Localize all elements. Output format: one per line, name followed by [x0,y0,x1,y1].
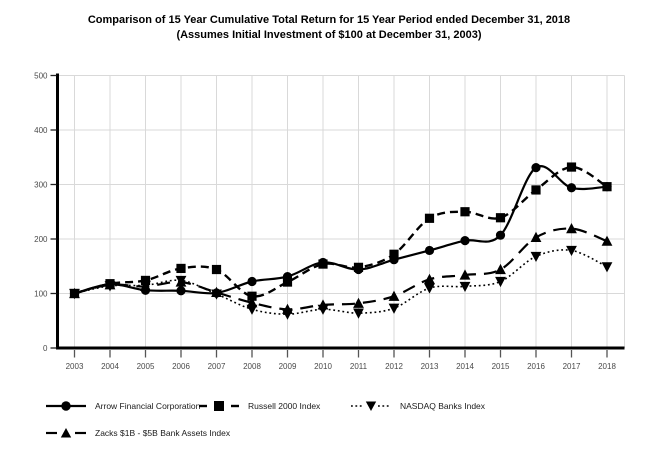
legend-label: Arrow Financial Corporation [95,401,201,411]
x-tick-label: 2005 [137,362,155,371]
x-tick-label: 2009 [279,362,297,371]
series-nasdaq-banks-index [69,245,613,320]
chart-plot-area: 0 100 200 300 400 500 2003 2004 2005 2006 2007 2008… [34,72,625,371]
y-tick-label: 300 [34,181,48,190]
chart-title: Comparison of 15 Year Cumulative Total R… [87,14,571,26]
x-tick-label: 2014 [456,362,474,371]
legend-label: NASDAQ Banks Index [400,401,486,411]
x-tick-label: 2015 [492,362,510,371]
y-tick-label: 400 [34,126,48,135]
axes: 0 100 200 300 400 500 2003 2004 2005 2006 2007 2008… [34,72,625,371]
chart-legend: Arrow Financial Corporation Russell 2000… [0,0,658,438]
x-tick-label: 2017 [563,362,581,371]
y-tick-label: 200 [34,235,48,244]
x-tick-label: 2018 [598,362,616,371]
x-tick-label: 2011 [350,362,368,371]
zacks-series-longdash-triangle-icon [46,428,86,438]
legend-item-arrow-financial: Arrow Financial Corporation [46,399,200,413]
x-tick-label: 2008 [243,362,261,371]
x-tick-label: 2003 [66,362,84,371]
legend-label: Russell 2000 Index [248,401,321,411]
x-tick-label: 2013 [421,362,439,371]
x-tick-label: 2016 [527,362,545,371]
legend-item-zacks-bank-assets: Zacks $1B - $5B Bank Assets Index [46,426,230,440]
y-tick-label: 500 [34,72,48,81]
x-tick-label: 2012 [385,362,403,371]
russell-series-dash-square-icon [199,401,239,411]
legend-item-russell-2000: Russell 2000 Index [199,399,320,413]
series-zacks-1b-5b-bank-assets-index [69,223,613,314]
x-tick-label: 2004 [101,362,119,371]
y-tick-label: 0 [43,344,48,353]
title-block: Comparison of 15 Year Cumulative Total R… [0,13,658,43]
series-russell-2000-index [69,162,612,301]
nasdaq-series-dot-triangle-icon [351,401,391,411]
gridlines [57,75,625,348]
x-tick-label: 2010 [314,362,332,371]
y-tick-label: 100 [34,290,48,299]
x-tick-label: 2007 [208,362,226,371]
legend-item-nasdaq-banks: NASDAQ Banks Index [351,399,485,413]
x-tick-label: 2006 [172,362,190,371]
legend-label: Zacks $1B - $5B Bank Assets Index [95,428,231,438]
arrow-series-line-circle-icon [46,401,86,411]
chart-subtitle: (Assumes Initial Investment of $100 at D… [176,29,482,41]
